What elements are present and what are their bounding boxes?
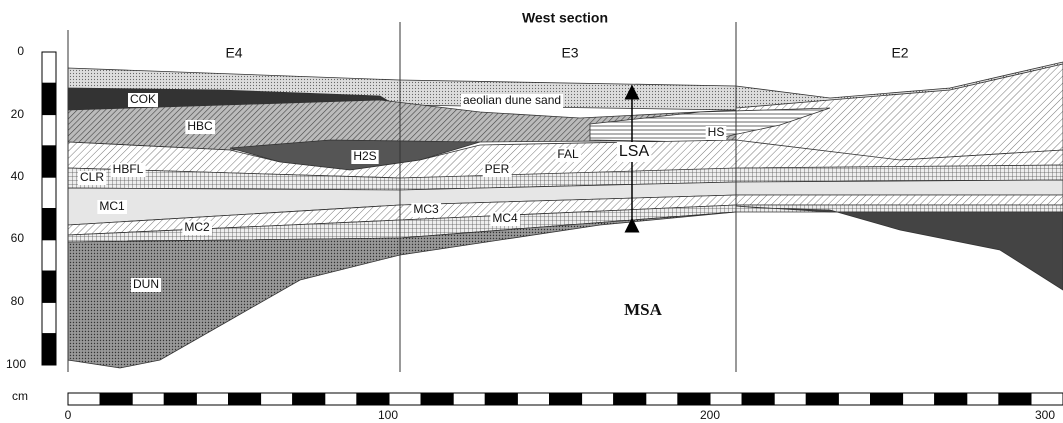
lsa-label: LSA [619, 143, 650, 160]
layer-label: MC2 [182, 220, 212, 235]
width-scale-block [293, 393, 325, 405]
page: {"header":{"title":"West section"}, "col… [0, 0, 1063, 423]
width-scale-block [68, 393, 100, 405]
layer-name: H2S [353, 149, 376, 163]
depth-label: 100 [6, 357, 26, 371]
layer-label: DUN [131, 277, 161, 292]
width-scale-block [517, 393, 549, 405]
depth-label: 40 [11, 169, 25, 183]
width-scale-block [678, 393, 710, 405]
depth-scale-block [42, 334, 56, 365]
width-scale-block [838, 393, 870, 405]
width-scale-block [999, 393, 1031, 405]
width-scale-block [646, 393, 678, 405]
layer-name: MC4 [492, 211, 518, 225]
title: West section [522, 10, 608, 26]
width-scale-block [261, 393, 293, 405]
width-label: 200 [700, 408, 720, 422]
layer-name: MC2 [184, 220, 210, 234]
width-scale-block [100, 393, 132, 405]
layer-label: HBFL [111, 162, 146, 177]
width-scale-block [742, 393, 774, 405]
width-scale-block [967, 393, 999, 405]
depth-scale-block [42, 115, 56, 146]
depth-label: 0 [17, 44, 24, 58]
layer-label: COK [128, 92, 158, 107]
width-scale-block [550, 393, 582, 405]
layer-name: PER [485, 162, 510, 176]
width-scale-block [357, 393, 389, 405]
unit-label: cm [12, 389, 28, 403]
depth-scale-block [42, 209, 56, 240]
width-scale-block [453, 393, 485, 405]
depth-scale-block [42, 52, 56, 83]
width-scale-block [710, 393, 742, 405]
depth-scale-block [42, 177, 56, 208]
msa-label: MSA [624, 300, 663, 319]
strata [68, 62, 1063, 368]
width-label: 300 [1035, 408, 1055, 422]
layer-name: MC3 [413, 202, 439, 216]
width-scale-block [164, 393, 196, 405]
depth-label: 60 [11, 231, 25, 245]
width-scale-block [325, 393, 357, 405]
width-scale-block [806, 393, 838, 405]
width-scale-block [871, 393, 903, 405]
column-label: E3 [561, 45, 578, 61]
width-scale-block [774, 393, 806, 405]
layer-right-dark [736, 206, 1063, 290]
width-scale-block [903, 393, 935, 405]
width-scale-block [132, 393, 164, 405]
unit-label: LSA [617, 142, 652, 162]
depth-scale-block [42, 146, 56, 177]
width-scale-block [421, 393, 453, 405]
width-scale-block [196, 393, 228, 405]
layer-label: PER [483, 162, 512, 177]
width-scale-block [485, 393, 517, 405]
layer-name: HBFL [113, 162, 144, 176]
depth-scale-block [42, 240, 56, 271]
depth-scale-block [42, 271, 56, 302]
layer-name: MC1 [99, 199, 125, 213]
layer-label: MC4 [490, 211, 520, 226]
layer-label: H2S [351, 149, 378, 164]
layer-label: HS [706, 125, 727, 140]
layer-label: CLR [78, 170, 106, 185]
column-label: E4 [225, 45, 242, 61]
body: West section E4 E3 E2 aeolian dune sand C… [0, 0, 1063, 423]
width-scale-block [582, 393, 614, 405]
layer-label: HBC [185, 119, 215, 134]
width-label: 100 [378, 408, 398, 422]
depth-scale-block [42, 302, 56, 333]
section-diagram: West section E4 E3 E2 aeolian dune sand C… [0, 0, 1063, 423]
layer-name: CLR [80, 170, 104, 184]
layer-label: aeolian dune sand [461, 93, 563, 108]
layer-name: COK [130, 92, 156, 106]
layer-name: DUN [133, 277, 159, 291]
width-scale-block [389, 393, 421, 405]
width-scale-block [229, 393, 261, 405]
layer-label: MC1 [97, 199, 127, 214]
width-scale-block [614, 393, 646, 405]
layer-name: aeolian dune sand [463, 93, 561, 107]
layer-label: MC3 [411, 202, 441, 217]
depth-label: 20 [11, 107, 25, 121]
width-label: 0 [65, 408, 72, 422]
column-label: E2 [891, 45, 908, 61]
depth-scale-block [42, 83, 56, 114]
depth-label: 80 [11, 294, 25, 308]
width-scale-block [1031, 393, 1063, 405]
layer-label: FAL [555, 147, 581, 162]
layer-name: HBC [187, 119, 213, 133]
layer-name: HS [708, 125, 725, 139]
layer-name: FAL [557, 147, 579, 161]
width-scale-block [935, 393, 967, 405]
